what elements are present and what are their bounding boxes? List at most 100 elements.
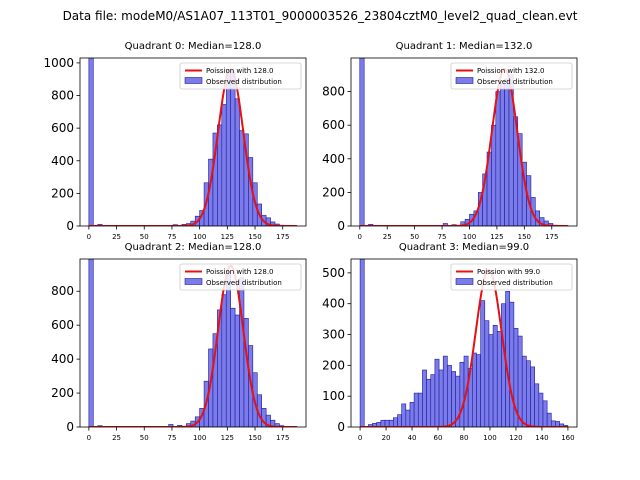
quadrant-3-ytick-label: 0 [337,420,345,434]
quadrant-3-panel: Quadrant 3: Median=99.0 0 100 200 300 400 500 0… [322,242,578,442]
quadrant-0-plot-area [88,58,298,226]
quadrant-3-histogram-bar [542,400,548,427]
quadrant-2-histogram-bar [168,424,174,427]
quadrant-3-ytick-label: 400 [322,297,345,311]
quadrant-3-histogram-bar [380,419,386,427]
quadrant-1-histogram-bar [495,91,501,226]
quadrant-3-xtick-label: 60 [434,434,443,442]
quadrant-1-xtick-label: 150 [518,233,531,241]
quadrant-3-histogram-bar [496,331,502,427]
quadrant-2-axes-frame [79,258,307,428]
quadrant-3-histogram-bar [476,354,481,427]
quadrant-1-ytick-label: 200 [322,185,345,199]
quadrant-0-legend-bar-label: Observed distribution [206,78,282,86]
quadrant-2-title: Quadrant 2: Median=128.0 [125,242,262,253]
quadrant-0-title: Quadrant 0: Median=128.0 [125,41,262,52]
quadrant-2-xtick-label: 0 [87,434,91,442]
quadrant-1-legend: Poission with 132.0 Observed distribution [450,62,573,90]
quadrant-0-xtick-label: 75 [167,233,176,241]
quadrant-3-histogram-bar [534,383,540,427]
quadrant-2-legend-bar-label: Observed distribution [206,279,282,287]
quadrant-3-poisson-line [360,268,568,427]
quadrant-0-xtick-label: 25 [112,233,121,241]
quadrant-2-ytick-label: 600 [51,318,74,332]
quadrant-3-histogram-bar [501,303,506,427]
quadrant-3-xtick-label: 20 [382,434,391,442]
quadrant-1-xtick-label: 125 [490,233,503,241]
quadrant-1-xtick-label: 25 [383,233,392,241]
quadrant-1-histogram-bar [359,58,365,226]
quadrant-2-xtick-label: 100 [193,434,206,442]
quadrant-2-ytick-label: 0 [66,420,74,434]
quadrant-2-histogram-bar [88,259,94,427]
quadrant-3-histogram-bar [472,352,477,427]
quadrant-3-xtick-label: 120 [509,434,522,442]
quadrant-3-histogram-bar [417,392,423,427]
quadrant-3-histogram-bar [484,320,490,427]
quadrant-3-xtick-label: 0 [358,434,362,442]
quadrant-0-xtick-label: 50 [140,233,149,241]
quadrant-3-histogram-bar [488,334,494,427]
quadrant-3-legend-bar-label: Observed distribution [477,279,553,287]
quadrant-2-ytick-label: 400 [51,352,74,366]
quadrant-2-xtick-label: 50 [140,434,149,442]
quadrant-1-title: Quadrant 1: Median=132.0 [396,41,533,52]
quadrant-1-poisson-line [359,67,569,226]
quadrant-0-histogram-bar [230,71,236,226]
quadrant-0-xtick-label: 125 [221,233,234,241]
quadrant-3-histogram-bar [492,324,498,427]
quadrant-2-legend: Poission with 128.0 Observed distribution [179,263,302,291]
quadrant-3-histogram-bar [359,259,365,427]
quadrant-1-legend-bar-label: Observed distribution [477,78,553,86]
quadrant-0-ytick-label: 0 [66,219,74,233]
quadrant-2-legend-box [179,263,302,291]
quadrant-1-xtick-label: 175 [545,233,558,241]
quadrant-3-histogram-bar [405,409,411,427]
quadrant-0-xtick-label: 175 [276,233,289,241]
quadrant-0-ytick-label: 600 [51,121,74,135]
quadrant-1-histogram-bar [504,78,510,226]
quadrant-3-xtick-label: 140 [535,434,548,442]
quadrant-1-legend-line-label: Poission with 132.0 [477,67,545,75]
quadrant-3-title: Quadrant 3: Median=99.0 [399,242,529,253]
quadrant-0-ytick-label: 200 [51,186,74,200]
quadrant-3-histogram-bar [447,365,452,427]
quadrant-1-panel: Quadrant 1: Median=132.0 0 200 400 600 800 0 25… [322,41,578,241]
quadrant-0-histogram-bar [217,124,223,226]
quadrant-2-xtick-label: 175 [276,434,289,442]
quadrant-3-histogram-bar [530,366,535,427]
quadrant-2-histogram-bar [234,314,240,427]
quadrant-0-ytick-label: 1000 [43,56,74,70]
quadrant-3-plot-area [359,259,569,427]
quadrant-2-poisson-line [88,264,298,427]
quadrant-2-ytick-label: 200 [51,386,74,400]
quadrant-0-histogram-bar [234,98,240,226]
quadrant-3-histogram-bar [451,371,456,427]
quadrant-3-histogram-bar [401,403,407,427]
quadrant-3-ytick-label: 300 [322,328,345,342]
quadrant-3-histogram-bar [538,392,544,427]
quadrant-3-histogram-bar [480,300,486,427]
quadrant-0-xtick-label: 150 [248,233,261,241]
quadrant-3-histogram-bar [438,369,444,427]
quadrant-3-legend-bar-swatch [455,278,474,285]
quadrant-2-histogram-bar [225,270,231,427]
quadrant-0-legend-bar-swatch [184,77,203,84]
quadrant-3-histogram-bar [459,361,465,427]
quadrant-3-histogram-bar [509,301,515,427]
quadrant-1-legend-bar-swatch [455,77,474,84]
quadrant-2-xtick-label: 75 [167,434,176,442]
quadrant-3-xtick-label: 160 [561,434,574,442]
quadrant-3-xtick-label: 80 [460,434,469,442]
quadrant-3-histogram-bar [388,419,394,427]
quadrant-3-ytick-label: 200 [322,358,345,372]
quadrant-3-histogram-bar [521,355,527,427]
quadrant-3-ytick-label: 100 [322,389,345,403]
quadrant-1-axes-frame [350,57,578,227]
quadrant-1-histogram-bar [499,82,505,226]
quadrant-3-histogram-bar [546,412,552,427]
quadrant-1-xtick-label: 0 [358,233,362,241]
quadrant-2-legend-line-label: Poission with 128.0 [206,268,274,276]
quadrant-3-xtick-label: 40 [408,434,417,442]
